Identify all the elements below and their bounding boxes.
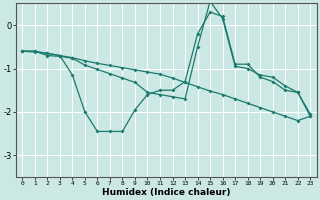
- X-axis label: Humidex (Indice chaleur): Humidex (Indice chaleur): [102, 188, 230, 197]
